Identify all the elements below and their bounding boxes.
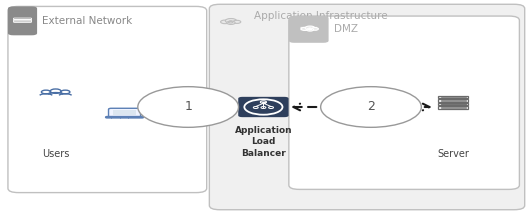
Circle shape [227, 21, 235, 24]
FancyBboxPatch shape [113, 110, 136, 115]
Circle shape [321, 87, 421, 127]
Text: External Network: External Network [42, 16, 132, 26]
Text: Application Infrastructure: Application Infrastructure [254, 11, 388, 21]
Circle shape [233, 20, 241, 23]
FancyBboxPatch shape [301, 27, 317, 30]
Circle shape [301, 27, 308, 30]
FancyBboxPatch shape [209, 4, 525, 210]
FancyBboxPatch shape [289, 16, 329, 43]
Circle shape [225, 19, 236, 23]
FancyBboxPatch shape [238, 97, 288, 117]
FancyBboxPatch shape [228, 22, 233, 23]
FancyBboxPatch shape [8, 6, 207, 193]
Text: Application
Load
Balancer: Application Load Balancer [235, 126, 292, 158]
Circle shape [312, 28, 319, 30]
Text: Server: Server [437, 149, 469, 159]
Circle shape [138, 87, 238, 127]
FancyBboxPatch shape [289, 16, 519, 189]
Text: DMZ: DMZ [334, 24, 358, 34]
FancyBboxPatch shape [105, 116, 144, 118]
Text: 2: 2 [367, 101, 375, 113]
Text: Users: Users [42, 149, 69, 159]
Circle shape [305, 26, 315, 30]
FancyBboxPatch shape [220, 19, 239, 23]
FancyBboxPatch shape [308, 29, 312, 30]
FancyBboxPatch shape [8, 6, 37, 35]
Text: 1: 1 [184, 101, 192, 113]
FancyBboxPatch shape [109, 108, 140, 117]
Circle shape [306, 28, 314, 31]
Circle shape [220, 20, 229, 24]
